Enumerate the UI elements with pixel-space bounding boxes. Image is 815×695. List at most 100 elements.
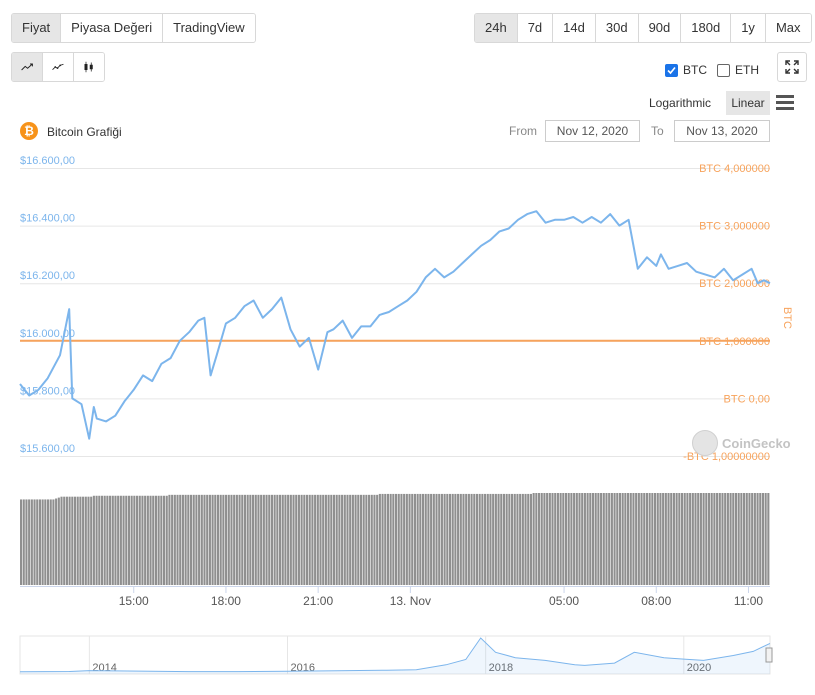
navigator-tick-label: 2020 bbox=[687, 662, 711, 674]
volume-bar bbox=[332, 494, 336, 585]
volume-bar bbox=[702, 493, 705, 585]
tab-price[interactable]: Fiyat bbox=[12, 14, 62, 42]
x-axis-tick-label: 05:00 bbox=[549, 594, 579, 608]
volume-bar bbox=[28, 499, 31, 585]
fullscreen-button[interactable] bbox=[777, 52, 807, 82]
volume-bar bbox=[578, 493, 581, 585]
smooth-line-chart-icon bbox=[52, 63, 64, 71]
volume-bar bbox=[707, 493, 711, 585]
volume-bar bbox=[645, 493, 648, 585]
volume-bar bbox=[20, 499, 23, 585]
from-date-input[interactable]: Nov 12, 2020 bbox=[545, 120, 640, 142]
volume-bar bbox=[82, 496, 85, 585]
line-chart-button[interactable] bbox=[12, 53, 43, 81]
volume-bar bbox=[44, 499, 47, 585]
volume-bar bbox=[608, 493, 611, 585]
volume-bar bbox=[756, 493, 759, 585]
volume-bar bbox=[319, 494, 322, 585]
y2-axis-tick-label: BTC 4,000000 bbox=[699, 163, 770, 175]
candlestick-chart-button[interactable] bbox=[74, 53, 104, 81]
volume-bar bbox=[338, 494, 341, 585]
volume-bar bbox=[597, 493, 600, 585]
volume-bar bbox=[357, 494, 360, 585]
volume-bar bbox=[451, 493, 454, 585]
volume-bar bbox=[602, 493, 605, 585]
volume-bar bbox=[211, 494, 214, 585]
volume-bar bbox=[354, 494, 357, 585]
volume-bar bbox=[157, 495, 160, 585]
range-90d-button[interactable]: 90d bbox=[638, 14, 682, 42]
volume-bar bbox=[206, 494, 209, 585]
volume-bar bbox=[616, 493, 619, 585]
volume-bar bbox=[233, 494, 236, 585]
volume-bar bbox=[624, 493, 627, 585]
volume-bar bbox=[470, 493, 473, 585]
volume-bar bbox=[365, 494, 368, 585]
volume-bar bbox=[130, 495, 133, 585]
volume-bar bbox=[122, 495, 125, 585]
logarithmic-scale-button[interactable]: Logarithmic bbox=[649, 96, 712, 110]
volume-bar bbox=[408, 493, 411, 585]
y2-axis-tick-label: BTC 3,000000 bbox=[699, 221, 770, 233]
linear-scale-button[interactable]: Linear bbox=[726, 91, 770, 115]
y-axis-tick-label: $15.600,00 bbox=[20, 443, 75, 455]
compare-eth-label: ETH bbox=[735, 63, 759, 77]
volume-bar bbox=[427, 493, 430, 585]
volume-bar bbox=[767, 493, 770, 585]
range-max-button[interactable]: Max bbox=[765, 14, 811, 42]
volume-bar bbox=[254, 494, 257, 585]
compare-btc-checkbox[interactable]: BTC bbox=[665, 63, 707, 77]
volume-bar bbox=[724, 493, 727, 585]
volume-bar bbox=[567, 493, 570, 585]
volume-bar bbox=[381, 493, 384, 585]
volume-bar bbox=[343, 494, 346, 585]
range-180d-button[interactable]: 180d bbox=[681, 14, 732, 42]
time-range-group: 24h 7d 14d 30d 90d 180d 1y Max bbox=[474, 13, 812, 43]
chart-menu-button[interactable] bbox=[776, 95, 794, 113]
volume-bar bbox=[305, 494, 309, 585]
volume-bar bbox=[171, 494, 174, 585]
volume-bar bbox=[670, 493, 673, 585]
volume-bar bbox=[260, 494, 263, 585]
volume-bar bbox=[734, 493, 738, 585]
volume-bar bbox=[546, 493, 549, 585]
volume-bar bbox=[570, 493, 573, 585]
volume-bar bbox=[411, 493, 414, 585]
range-30d-button[interactable]: 30d bbox=[595, 14, 639, 42]
volume-bar bbox=[554, 493, 557, 585]
volume-bar bbox=[176, 494, 179, 585]
tab-market-cap[interactable]: Piyasa Değeri bbox=[61, 14, 164, 42]
range-1y-button[interactable]: 1y bbox=[731, 14, 766, 42]
watermark-text: CoinGecko bbox=[722, 435, 791, 451]
to-date-input[interactable]: Nov 13, 2020 bbox=[674, 120, 770, 142]
volume-bar bbox=[537, 493, 541, 585]
volume-bar bbox=[699, 493, 702, 585]
volume-bar bbox=[276, 494, 279, 585]
range-7d-button[interactable]: 7d bbox=[517, 14, 554, 42]
smooth-line-chart-button[interactable] bbox=[43, 53, 74, 81]
volume-bar bbox=[184, 494, 187, 585]
volume-bar bbox=[732, 493, 735, 585]
range-14d-button[interactable]: 14d bbox=[553, 14, 596, 42]
volume-bar bbox=[87, 496, 90, 585]
volume-bar bbox=[341, 494, 344, 585]
hamburger-icon-bar bbox=[776, 107, 794, 110]
compare-eth-checkbox[interactable]: ETH bbox=[717, 63, 759, 77]
volume-bar bbox=[594, 493, 597, 585]
volume-bar bbox=[443, 493, 446, 585]
navigator-tick-label: 2018 bbox=[489, 662, 513, 674]
volume-bar bbox=[397, 493, 400, 585]
volume-bar bbox=[586, 493, 589, 585]
volume-bar bbox=[149, 495, 152, 585]
chart-title: Bitcoin Grafiği bbox=[47, 125, 122, 139]
tab-tradingview[interactable]: TradingView bbox=[163, 14, 255, 42]
line-chart-icon bbox=[21, 63, 33, 71]
range-24h-button[interactable]: 24h bbox=[475, 14, 518, 42]
volume-bar bbox=[486, 493, 489, 585]
volume-bar bbox=[284, 494, 287, 585]
volume-bar bbox=[521, 493, 524, 585]
volume-bar bbox=[79, 496, 82, 585]
volume-bar bbox=[324, 494, 327, 585]
volume-bar bbox=[581, 493, 584, 585]
